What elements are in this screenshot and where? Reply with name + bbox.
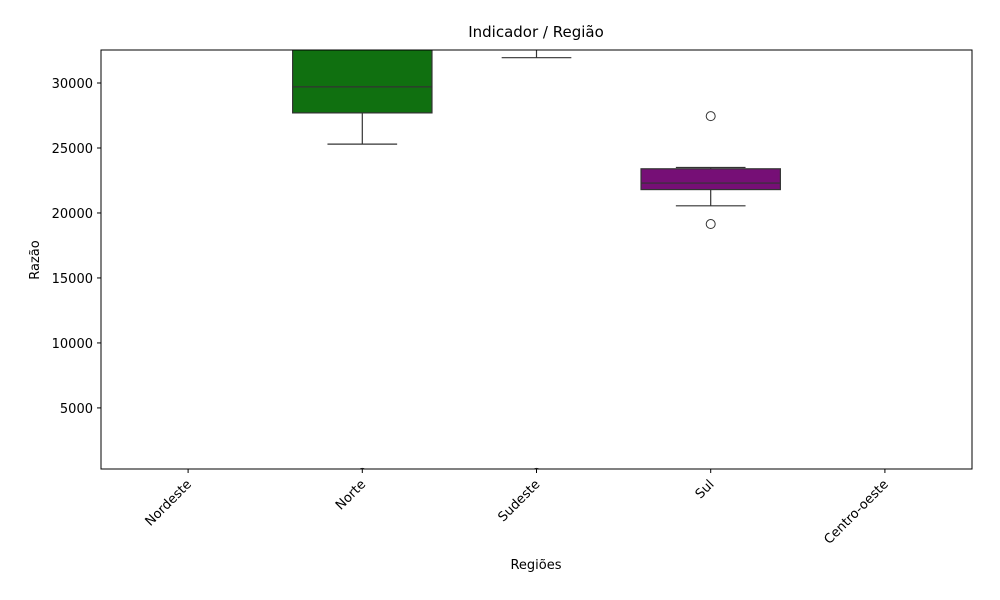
- x-tick-label: Sul: [693, 477, 718, 502]
- y-tick-label: 20000: [52, 207, 93, 222]
- outlier: [359, 467, 366, 469]
- y-tick-label: 25000: [52, 142, 93, 157]
- x-tick-label: Norte: [333, 477, 369, 513]
- outlier: [533, 467, 540, 469]
- box: [292, 50, 433, 114]
- plot-frame: [100, 49, 973, 470]
- outlier: [705, 219, 716, 230]
- box: [640, 168, 781, 191]
- y-tick-label: 5000: [60, 402, 93, 417]
- y-tick-label: 15000: [52, 272, 93, 287]
- x-tick-label: Centro-oeste: [821, 477, 891, 547]
- y-axis-label: Razão: [28, 240, 43, 280]
- y-tick-label: 30000: [52, 77, 93, 92]
- y-tick-label: 10000: [52, 337, 93, 352]
- outlier: [705, 111, 716, 122]
- chart-title: Indicador / Região: [468, 23, 604, 41]
- x-tick-label: Nordeste: [143, 477, 195, 529]
- x-tick-label: Sudeste: [496, 477, 544, 525]
- x-axis-label: Regiões: [510, 558, 561, 573]
- plot-area: [292, 50, 781, 469]
